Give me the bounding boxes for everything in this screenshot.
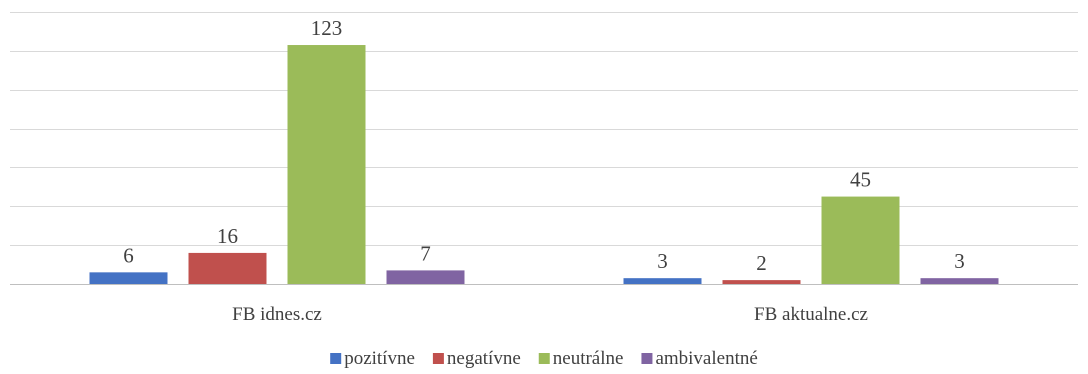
- bar: [920, 278, 999, 284]
- legend-label: neutrálne: [553, 348, 624, 369]
- legend-item: pozitívne: [330, 348, 415, 369]
- legend: pozitívne negatívne neutrálne ambivalentné: [330, 348, 758, 369]
- data-label: 7: [420, 241, 431, 265]
- category-label: FB idnes.cz: [232, 304, 322, 325]
- gridlines: [10, 12, 1078, 285]
- data-label: 16: [217, 224, 238, 248]
- data-label: 2: [756, 251, 767, 275]
- legend-label: pozitívne: [344, 348, 415, 369]
- legend-swatch: [538, 353, 550, 364]
- data-label: 6: [123, 243, 134, 267]
- legend-swatch: [432, 353, 444, 364]
- legend-item: negatívne: [432, 348, 521, 369]
- bars: [89, 45, 999, 285]
- category-labels: FB idnes.cz FB aktualne.cz: [232, 304, 868, 325]
- legend-label: negatívne: [447, 348, 521, 369]
- legend-swatch: [330, 353, 342, 364]
- bar: [623, 278, 702, 284]
- data-label: 3: [954, 249, 965, 273]
- bar: [821, 196, 900, 284]
- data-labels: 6 16 123 7 3 2 45 3: [123, 16, 965, 275]
- bar: [722, 280, 801, 284]
- data-label: 123: [311, 16, 343, 40]
- data-label: 3: [657, 249, 668, 273]
- category-label: FB aktualne.cz: [754, 304, 868, 325]
- legend-label: ambivalentné: [655, 348, 757, 369]
- data-label: 45: [850, 168, 871, 192]
- bar: [287, 45, 366, 285]
- bar: [188, 252, 267, 284]
- legend-item: neutrálne: [538, 348, 624, 369]
- bar: [89, 272, 168, 284]
- legend-item: ambivalentné: [641, 348, 758, 369]
- bar: [386, 270, 465, 284]
- legend-swatch: [641, 353, 653, 364]
